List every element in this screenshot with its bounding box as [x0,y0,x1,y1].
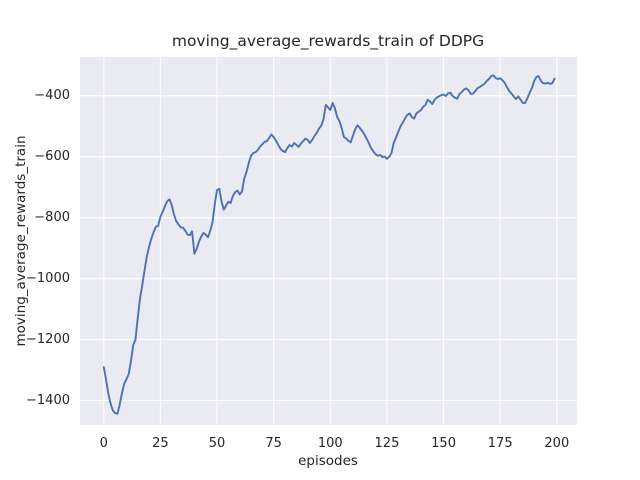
x-tick-label: 75 [265,436,282,451]
line-series [102,74,556,415]
y-tick-label: −600 [34,148,70,164]
x-tick-label: 100 [317,436,343,451]
y-axis-label: moving_average_rewards_train [13,135,29,347]
plot-area [80,57,577,425]
chart-title: moving_average_rewards_train of DDPG [171,32,485,50]
y-tick-label: −400 [34,87,70,103]
x-tick-label: 0 [99,436,108,451]
y-tick-label: −1000 [26,270,70,286]
x-tick-label: 125 [374,436,400,451]
y-tick-label: −800 [34,209,70,225]
x-tick-label: 50 [208,436,226,451]
line-chart [80,57,577,425]
y-tick-label: −1400 [26,392,70,408]
x-tick-label: 150 [431,436,456,451]
x-tick-label: 200 [544,436,570,451]
x-tick-label: 25 [152,436,169,451]
x-axis-label: episodes [298,453,358,469]
x-tick-label: 175 [487,436,513,451]
y-tick-label: −1200 [26,331,70,347]
